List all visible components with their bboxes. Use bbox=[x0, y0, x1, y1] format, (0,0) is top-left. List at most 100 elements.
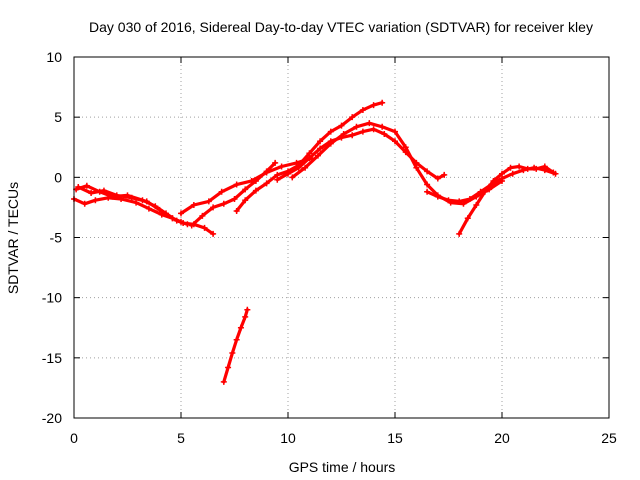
data-point bbox=[190, 202, 197, 209]
x-axis-label: GPS time / hours bbox=[289, 459, 396, 475]
data-point bbox=[490, 177, 497, 184]
data-point bbox=[145, 205, 152, 212]
x-tick-label: 5 bbox=[177, 430, 185, 446]
data-point bbox=[473, 202, 480, 209]
data-point bbox=[205, 198, 212, 205]
data-point bbox=[252, 187, 259, 194]
data-point bbox=[392, 138, 398, 145]
data-point bbox=[220, 378, 227, 385]
series-arc-3 bbox=[76, 185, 215, 236]
y-tick-label: 5 bbox=[54, 109, 62, 125]
data-point bbox=[274, 176, 281, 183]
y-tick-label: 10 bbox=[46, 49, 62, 65]
data-point bbox=[338, 122, 345, 129]
x-tick-label: 10 bbox=[280, 430, 296, 446]
data-point bbox=[199, 212, 206, 219]
series-arc-11 bbox=[222, 308, 249, 384]
data-point bbox=[169, 215, 176, 222]
data-point bbox=[178, 210, 184, 217]
data-point bbox=[105, 194, 112, 201]
y-tick-label: -5 bbox=[50, 230, 63, 246]
data-point bbox=[509, 170, 516, 177]
data-point bbox=[507, 164, 514, 171]
data-point bbox=[210, 204, 217, 211]
series-arc-2 bbox=[72, 196, 183, 224]
data-point bbox=[413, 164, 420, 171]
data-point bbox=[349, 114, 356, 121]
data-point bbox=[81, 200, 88, 207]
data-point bbox=[456, 198, 463, 205]
data-point bbox=[370, 126, 377, 133]
data-point bbox=[128, 194, 135, 201]
data-point bbox=[113, 192, 120, 199]
data-point bbox=[272, 159, 279, 166]
data-point bbox=[75, 183, 82, 190]
data-point bbox=[242, 186, 249, 193]
data-point bbox=[242, 197, 249, 204]
data-point bbox=[402, 144, 409, 151]
data-point bbox=[242, 313, 249, 320]
data-point bbox=[233, 336, 240, 343]
x-tick-label: 0 bbox=[70, 430, 78, 446]
y-tick-label: -20 bbox=[42, 410, 62, 426]
data-point bbox=[366, 120, 373, 127]
data-point bbox=[100, 187, 107, 194]
data-point bbox=[434, 193, 441, 200]
data-point bbox=[379, 123, 386, 130]
data-point bbox=[210, 230, 217, 237]
y-tick-label: -15 bbox=[42, 350, 62, 366]
y-tick-label: -10 bbox=[42, 290, 62, 306]
data-point bbox=[133, 199, 140, 206]
data-point bbox=[516, 163, 523, 170]
data-point bbox=[218, 188, 225, 195]
data-point bbox=[327, 140, 334, 147]
data-point bbox=[524, 165, 531, 172]
data-point bbox=[188, 222, 195, 229]
data-point bbox=[314, 152, 321, 159]
data-point bbox=[237, 324, 244, 331]
data-point bbox=[359, 128, 366, 135]
data-point bbox=[233, 181, 240, 188]
data-point bbox=[88, 189, 95, 196]
data-point bbox=[295, 164, 302, 171]
data-point bbox=[550, 169, 557, 176]
x-tick-label: 25 bbox=[601, 430, 617, 446]
data-point bbox=[441, 171, 448, 178]
data-point bbox=[285, 170, 291, 177]
data-point bbox=[220, 200, 227, 207]
data-point bbox=[156, 206, 163, 213]
chart-title: Day 030 of 2016, Sidereal Day-to-day VTE… bbox=[89, 19, 593, 35]
data-point bbox=[541, 163, 548, 170]
data-point bbox=[225, 364, 232, 371]
data-point bbox=[244, 306, 251, 313]
data-point bbox=[434, 175, 441, 182]
data-point bbox=[481, 188, 488, 195]
data-point bbox=[424, 188, 431, 195]
series-arc-8 bbox=[290, 121, 504, 206]
data-point bbox=[229, 350, 236, 357]
data-point bbox=[317, 138, 324, 145]
data-point bbox=[456, 230, 463, 237]
x-tick-label: 15 bbox=[387, 430, 403, 446]
data-point bbox=[359, 106, 366, 113]
data-point bbox=[263, 169, 270, 176]
data-point bbox=[466, 195, 473, 202]
data-point bbox=[263, 180, 270, 187]
data-point bbox=[289, 174, 296, 181]
data-point bbox=[278, 163, 285, 170]
data-point bbox=[464, 215, 471, 222]
data-point bbox=[92, 197, 99, 204]
data-point bbox=[424, 168, 431, 175]
data-point bbox=[353, 123, 360, 130]
data-point bbox=[231, 195, 238, 202]
data-point bbox=[445, 197, 452, 204]
y-tick-label: 0 bbox=[54, 169, 62, 185]
data-point bbox=[499, 170, 505, 177]
data-point bbox=[392, 128, 398, 135]
data-point bbox=[533, 165, 540, 172]
data-point bbox=[340, 131, 347, 138]
data-point bbox=[180, 220, 187, 227]
data-point bbox=[201, 224, 208, 231]
data-point bbox=[381, 131, 388, 138]
